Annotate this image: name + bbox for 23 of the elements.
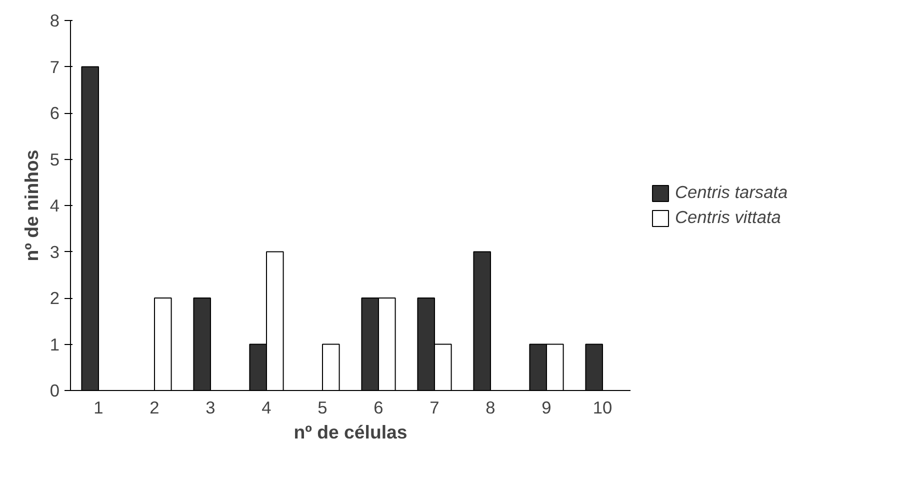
x-axis-title: nº de células bbox=[294, 422, 408, 442]
y-tick-label: 2 bbox=[50, 288, 60, 308]
x-tick-label: 9 bbox=[542, 398, 552, 418]
x-tick-label: 7 bbox=[430, 398, 440, 418]
x-tick-label: 3 bbox=[206, 398, 216, 418]
x-tick-label: 10 bbox=[592, 398, 612, 418]
y-tick-label: 8 bbox=[50, 10, 60, 30]
y-tick-label: 0 bbox=[50, 380, 60, 400]
x-tick-label: 6 bbox=[374, 398, 384, 418]
x-tick-label: 4 bbox=[262, 398, 272, 418]
x-tick-label: 2 bbox=[150, 398, 160, 418]
x-tick-label: 1 bbox=[94, 398, 104, 418]
legend-label: Centris vittata bbox=[675, 207, 781, 228]
y-tick-label: 6 bbox=[50, 103, 60, 123]
x-tick-label: 8 bbox=[486, 398, 496, 418]
y-tick-label: 4 bbox=[50, 196, 60, 216]
legend-label: Centris tarsata bbox=[675, 182, 788, 203]
y-tick-label: 7 bbox=[50, 56, 60, 77]
y-tick-label: 5 bbox=[50, 149, 60, 170]
x-tick-label: 5 bbox=[318, 398, 328, 418]
y-tick-label: 3 bbox=[50, 242, 60, 262]
y-axis-title: nº de ninhos bbox=[20, 150, 42, 262]
y-tick-label: 1 bbox=[50, 334, 60, 354]
